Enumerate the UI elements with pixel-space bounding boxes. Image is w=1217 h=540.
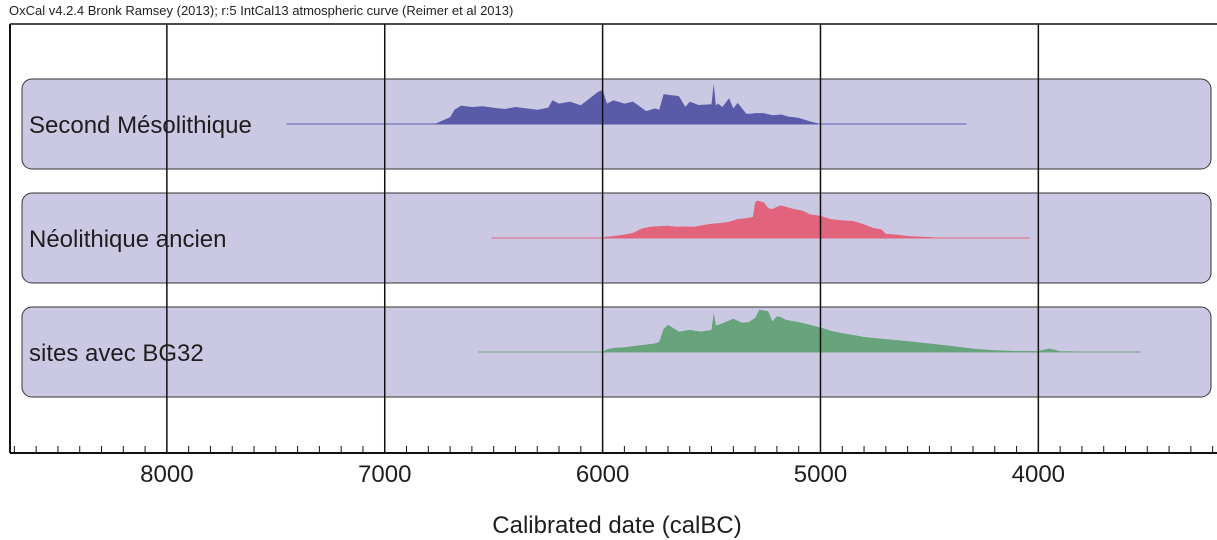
series-1-label: Second Mésolithique: [29, 112, 252, 139]
grid-layer: [166, 24, 1040, 453]
tick-label-5000: 5000: [794, 461, 847, 488]
tick-label-6000: 6000: [576, 461, 629, 488]
series-1-distribution: [286, 83, 967, 124]
axis-layer: [9, 23, 1217, 454]
series-3-distribution: [478, 309, 1141, 352]
x-axis-title: Calibrated date (calBC): [492, 512, 741, 539]
series-2-label: Néolithique ancien: [29, 226, 226, 253]
header-caption: OxCal v4.2.4 Bronk Ramsey (2013); r:5 In…: [9, 3, 514, 18]
series-3-label: sites avec BG32: [29, 340, 204, 367]
tick-label-7000: 7000: [358, 461, 411, 488]
tick-label-8000: 8000: [140, 461, 193, 488]
series-2-distribution: [491, 200, 1030, 238]
series-layer: [286, 83, 1141, 353]
bands-layer: [21, 78, 1212, 398]
tick-label-4000: 4000: [1012, 461, 1065, 488]
labels-layer: Second Mésolithique Néolithique ancien sit…: [29, 112, 1065, 488]
